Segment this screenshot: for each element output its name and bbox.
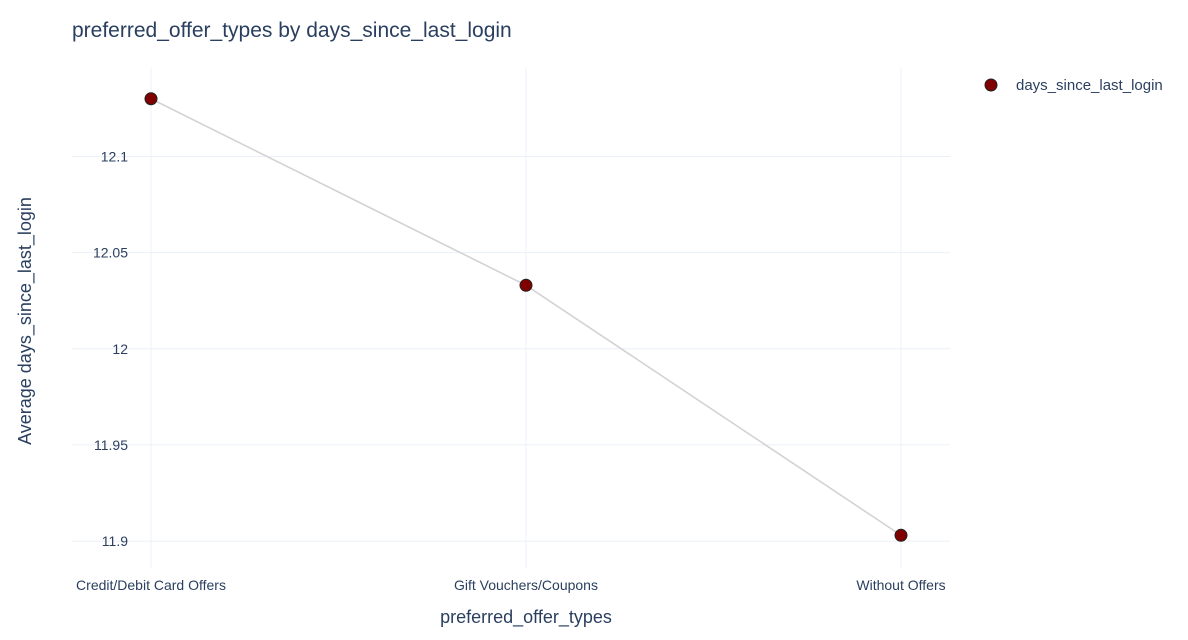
legend[interactable]: days_since_last_login [984,77,1163,94]
y-tick-label: 12.05 [93,245,128,261]
legend-marker [984,78,998,92]
y-tick-label: 12 [112,341,128,357]
series-layer [144,92,908,542]
x-axis-ticks: Credit/Debit Card Offers Gift Vouchers/Co… [76,577,946,593]
y-tick-label: 11.9 [102,533,128,549]
legend-label: days_since_last_login [1016,77,1163,94]
y-axis-ticks: 11.9 11.95 12 12.05 12.1 [93,148,128,549]
y-tick-label: 12.1 [101,148,128,164]
y-axis-title: Average days_since_last_login [15,197,36,445]
x-tick-label: Credit/Debit Card Offers [76,577,226,593]
data-point[interactable] [894,528,908,542]
y-tick-label: 11.95 [94,437,128,453]
chart-title: preferred_offer_types by days_since_last… [72,19,512,42]
data-point[interactable] [519,278,533,292]
x-tick-label: Without Offers [856,577,945,593]
x-axis-title: preferred_offer_types [440,607,612,628]
x-tick-label: Gift Vouchers/Coupons [454,577,598,593]
data-point[interactable] [144,92,158,106]
grid [72,68,950,568]
